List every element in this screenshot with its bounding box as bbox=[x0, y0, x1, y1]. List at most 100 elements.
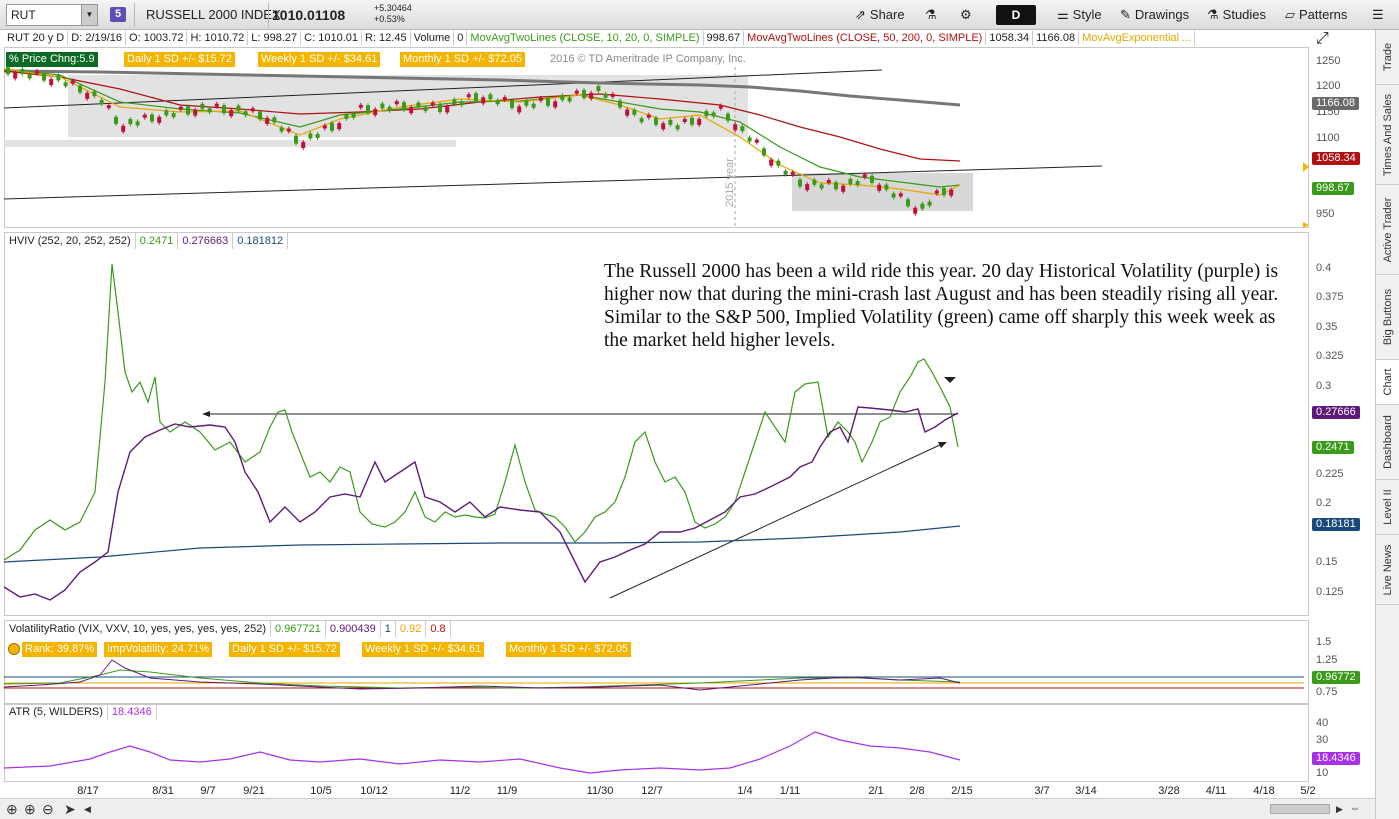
candlestick bbox=[848, 178, 853, 184]
candlestick bbox=[430, 102, 435, 106]
tab-label: Level II bbox=[1382, 489, 1394, 525]
vr-title[interactable]: VolatilityRatio (VIX, VXV, 10, yes, yes,… bbox=[5, 621, 271, 637]
candlestick bbox=[459, 101, 464, 106]
hviv-chart[interactable] bbox=[0, 232, 1310, 616]
vr-value: 0.967721 bbox=[271, 621, 326, 637]
arrow-line[interactable] bbox=[609, 443, 943, 599]
candlestick bbox=[200, 103, 205, 109]
zoom-out-icon[interactable]: ⊖ bbox=[42, 801, 54, 817]
studies-button[interactable]: ⚗ Studies bbox=[1207, 5, 1266, 25]
candlestick bbox=[834, 182, 838, 190]
arrow-head-icon bbox=[938, 442, 947, 448]
scroll-right-icon[interactable]: ▶ bbox=[1336, 804, 1343, 814]
tab-big-buttons[interactable]: Big Buttons bbox=[1376, 275, 1399, 360]
cursor-icon[interactable]: ➤ bbox=[64, 801, 76, 817]
candlestick bbox=[855, 181, 860, 186]
hv-value: 0.276663 bbox=[178, 233, 234, 249]
candlestick bbox=[315, 134, 320, 138]
ma3-label[interactable]: MovAvgExponential ... bbox=[1079, 31, 1196, 45]
candlestick bbox=[438, 104, 442, 112]
ma2-label[interactable]: MovAvgTwoLines (CLOSE, 50, 200, 0, SIMPL… bbox=[744, 31, 987, 45]
scrollbar[interactable] bbox=[1270, 804, 1330, 814]
candlestick bbox=[517, 106, 522, 113]
annotation-text: The Russell 2000 has been a wild ride th… bbox=[604, 261, 1279, 351]
atr-chart[interactable] bbox=[0, 704, 1310, 782]
candlestick bbox=[934, 190, 939, 194]
atr-title[interactable]: ATR (5, WILDERS) bbox=[5, 704, 108, 720]
candlestick bbox=[20, 68, 25, 74]
tab-label: Dashboard bbox=[1382, 415, 1394, 469]
menu-icon[interactable]: ☰ bbox=[1372, 7, 1384, 22]
volume-value: 0 bbox=[454, 31, 468, 45]
candlestick bbox=[70, 80, 75, 84]
candlestick bbox=[690, 117, 694, 125]
style-button[interactable]: ⚌ Style bbox=[1057, 5, 1102, 25]
vr-line bbox=[3, 659, 961, 691]
tab-trade[interactable]: Trade bbox=[1376, 30, 1399, 85]
price-chart[interactable]: 2015 year bbox=[0, 47, 1310, 229]
x-tick: 5/2 bbox=[1300, 785, 1316, 797]
candlestick bbox=[711, 112, 716, 117]
symbol-dropdown-icon[interactable]: ▼ bbox=[81, 5, 97, 25]
zoom-in-icon[interactable]: ⊕ bbox=[24, 801, 36, 817]
separator bbox=[268, 3, 269, 27]
ma1-label[interactable]: MovAvgTwoLines (CLOSE, 10, 20, 0, SIMPLE… bbox=[467, 31, 704, 45]
tab-chart[interactable]: Chart bbox=[1376, 360, 1399, 405]
iv-value: 0.2471 bbox=[136, 233, 179, 249]
candlestick bbox=[294, 135, 298, 144]
trend-line[interactable] bbox=[3, 165, 1103, 200]
tab-dashboard[interactable]: Dashboard bbox=[1376, 405, 1399, 480]
candlestick bbox=[582, 90, 586, 98]
tab-level-ii[interactable]: Level II bbox=[1376, 480, 1399, 535]
ma20-value-tag: 998.67 bbox=[1312, 182, 1354, 195]
tab-live-news[interactable]: Live News bbox=[1376, 535, 1399, 605]
x-tick: 9/21 bbox=[243, 785, 265, 797]
candlestick bbox=[373, 109, 378, 116]
date-label: D: 2/19/16 bbox=[68, 31, 127, 45]
hviv-title[interactable]: HVIV (252, 20, 252, 252) bbox=[5, 233, 136, 249]
candlestick bbox=[510, 100, 514, 108]
x-tick: 11/9 bbox=[496, 785, 518, 797]
aggregation-button[interactable]: D bbox=[996, 5, 1036, 25]
x-tick: 3/28 bbox=[1158, 785, 1180, 797]
candlestick bbox=[13, 72, 18, 79]
atr-value-tag: 18.4346 bbox=[1312, 752, 1360, 765]
expand-icon[interactable]: ⤢ bbox=[1316, 30, 1329, 47]
period-label[interactable]: RUT 20 y D bbox=[4, 31, 69, 45]
candlestick bbox=[819, 184, 824, 189]
candlestick bbox=[481, 97, 486, 104]
candlestick bbox=[870, 175, 874, 183]
vr-chart[interactable] bbox=[0, 620, 1310, 704]
volume-label: Volume bbox=[411, 31, 455, 45]
candlestick bbox=[898, 193, 903, 197]
candlestick bbox=[337, 123, 342, 130]
candlestick bbox=[258, 111, 262, 120]
candlestick bbox=[913, 207, 918, 214]
range-zone bbox=[4, 140, 456, 147]
candlestick bbox=[178, 106, 183, 110]
expand-icon[interactable]: ⇔ bbox=[1350, 803, 1360, 814]
x-tick: 2/15 bbox=[951, 785, 973, 797]
link-group-badge[interactable]: 5 bbox=[110, 7, 126, 22]
iv-line bbox=[3, 263, 959, 561]
tab-active-trader[interactable]: Active Trader bbox=[1376, 185, 1399, 275]
candlestick bbox=[726, 113, 730, 121]
symbol-input[interactable]: RUT ▼ bbox=[6, 4, 98, 26]
ma50-value-tag: 1058.34 bbox=[1312, 152, 1360, 165]
settings-icon[interactable] bbox=[8, 643, 20, 655]
trend-line[interactable] bbox=[3, 69, 883, 109]
scroll-left-icon[interactable]: ◀ bbox=[84, 804, 91, 814]
tab-times-and-sales[interactable]: Times And Sales bbox=[1376, 85, 1399, 185]
candlestick bbox=[884, 184, 889, 190]
share-button[interactable]: ⇗ Share bbox=[855, 5, 905, 25]
gear-icon[interactable]: ⚙ bbox=[960, 7, 972, 22]
candlestick bbox=[812, 179, 817, 185]
flask-icon[interactable]: ⚗ bbox=[925, 7, 937, 22]
symbol-text: RUT bbox=[11, 8, 36, 22]
candlestick bbox=[265, 117, 270, 124]
candlestick bbox=[452, 99, 457, 105]
drawings-button[interactable]: ✎ Drawings bbox=[1120, 5, 1189, 25]
candlestick bbox=[798, 179, 802, 187]
patterns-button[interactable]: ▱ Patterns bbox=[1285, 5, 1347, 25]
crosshair-icon[interactable]: ⊕ bbox=[6, 801, 18, 817]
